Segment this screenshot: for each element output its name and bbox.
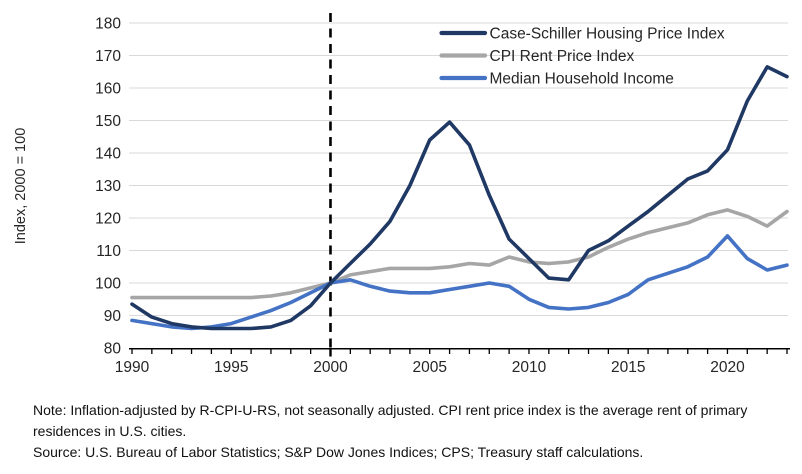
x-tick-label-2015: 2015 — [611, 359, 645, 376]
legend-item-median-household-income: Median Household Income — [439, 71, 674, 88]
x-tick-label-2005: 2005 — [412, 359, 446, 376]
y-tick-label-90: 90 — [104, 308, 122, 325]
series-cpi-rent-price-index — [130, 208, 789, 300]
x-tick-label-2010: 2010 — [512, 359, 547, 376]
x-tick-labels: 1990 1995 2000 2005 2010 2015 2020 — [115, 359, 745, 376]
x-axis — [129, 348, 790, 357]
y-tick-label-150: 150 — [95, 113, 121, 130]
x-tick-label-2020: 2020 — [710, 359, 745, 376]
series-case-schiller-housing-price-index — [130, 65, 789, 331]
legend-label-case-schiller-housing-price-index: Case-Schiller Housing Price Index — [490, 26, 725, 43]
y-axis-title: Index, 2000 = 100 — [13, 128, 29, 245]
y-tick-label-110: 110 — [96, 243, 121, 260]
y-tick-label-120: 120 — [95, 211, 121, 228]
chart-notes: Note: Inflation-adjusted by R-CPI-U-RS, … — [33, 400, 759, 463]
series-median-household-income — [130, 234, 789, 331]
y-tick-label-160: 160 — [95, 81, 121, 98]
source-text: Source: U.S. Bureau of Labor Statistics;… — [33, 444, 644, 460]
x-tick-label-1990: 1990 — [115, 359, 150, 376]
y-tick-label-130: 130 — [95, 178, 121, 195]
y-tick-label-170: 170 — [95, 48, 121, 65]
y-tick-labels: 80 90 100 110 120 130 140 150 160 170 180 — [95, 16, 121, 358]
y-tick-label-100: 100 — [95, 276, 121, 293]
gridlines — [129, 22, 788, 316]
note-text: Note: Inflation-adjusted by R-CPI-U-RS, … — [33, 402, 748, 439]
y-tick-label-80: 80 — [104, 341, 122, 358]
legend-label-cpi-rent-price-index: CPI Rent Price Index — [490, 48, 635, 65]
legend: Case-Schiller Housing Price Index CPI Ren… — [439, 26, 725, 88]
x-tick-label-1995: 1995 — [214, 359, 248, 376]
legend-item-case-schiller-housing-price-index: Case-Schiller Housing Price Index — [439, 26, 725, 43]
y-tick-label-180: 180 — [95, 16, 121, 33]
x-tick-label-2000: 2000 — [313, 359, 348, 376]
legend-item-cpi-rent-price-index: CPI Rent Price Index — [439, 48, 635, 65]
housing-price-line-chart: 1990 1995 2000 2005 2010 2015 2020 80 90 100 110 12… — [13, 13, 790, 376]
legend-label-median-household-income: Median Household Income — [490, 71, 674, 88]
y-tick-label-140: 140 — [95, 146, 121, 163]
